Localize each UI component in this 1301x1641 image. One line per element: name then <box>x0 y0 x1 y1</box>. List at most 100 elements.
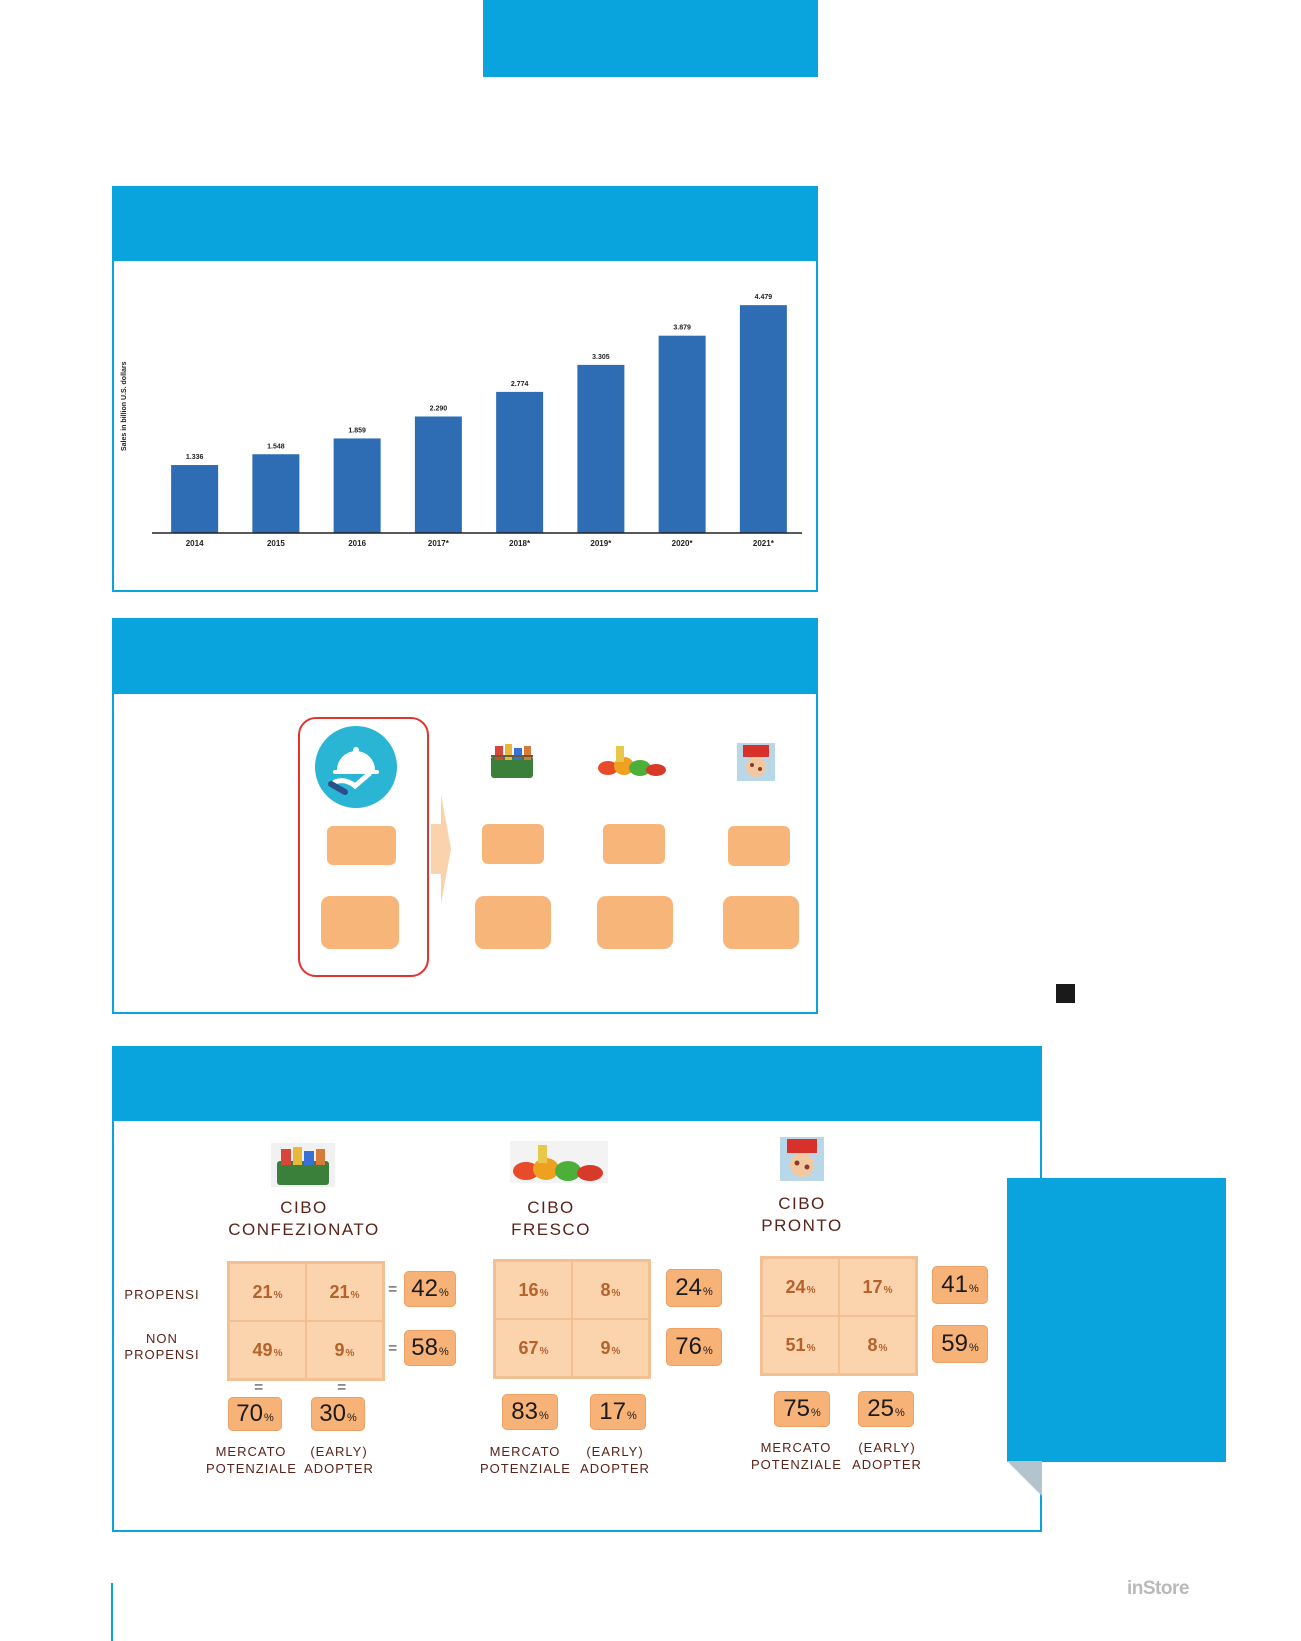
page-margin-rule <box>111 1583 113 1641</box>
col-total-early-adopter: 17 <box>590 1394 646 1430</box>
row-label-non: NON <box>146 1331 178 1346</box>
col-total-early-adopter: 25 <box>858 1391 914 1427</box>
grid-cell: 9 <box>306 1321 383 1379</box>
x-tick-label: 2020* <box>672 539 694 548</box>
col-total-mercato: 70 <box>228 1397 282 1431</box>
flow-box-large <box>723 896 799 949</box>
row-label-propensi-2: PROPENSI <box>124 1347 200 1362</box>
flow-box-small <box>327 826 396 865</box>
x-tick-label: 2018* <box>509 539 531 548</box>
category-title: CIBO CONFEZIONATO <box>214 1197 394 1241</box>
grid-cell: 17 <box>839 1258 916 1316</box>
delivery-panel <box>112 692 818 1014</box>
foot-line: MERCATO <box>489 1444 561 1459</box>
bar-value-label: 3.305 <box>592 354 610 361</box>
ready-meal-icon <box>780 1137 824 1181</box>
ready-meal-icon <box>737 743 775 781</box>
bar-value-label: 1.336 <box>186 454 204 461</box>
row-label-non-propensi: NON PROPENSI <box>122 1331 202 1363</box>
bar <box>739 305 787 533</box>
foot-line: POTENZIALE <box>751 1457 842 1472</box>
bar-value-label: 1.859 <box>348 427 366 434</box>
row-total-propensi: 41 <box>932 1266 988 1304</box>
x-tick-label: 2015 <box>267 539 285 548</box>
foot-line: (EARLY) <box>310 1444 368 1459</box>
foot-line: ADOPTER <box>304 1461 374 1476</box>
sidebar-callout-box <box>1007 1178 1226 1462</box>
row-total-propensi: 42 <box>404 1271 456 1307</box>
y-axis-label: Sales in billion U.S. dollars <box>121 361 128 451</box>
equals-sign: = <box>388 1281 398 1298</box>
grid-cell: 8 <box>839 1316 916 1374</box>
category-title: CIBO PRONTO <box>727 1193 877 1237</box>
label-early-adopter: (EARLY) ADOPTER <box>842 1439 932 1473</box>
category-pronto: CIBO PRONTO 24 17 51 8 41 59 75 25 MERCA… <box>654 1121 988 1534</box>
equals-sign: = <box>337 1379 347 1396</box>
category-title-line1: CIBO <box>527 1198 575 1217</box>
label-mercato-potenziale: MERCATO POTENZIALE <box>206 1443 296 1477</box>
label-mercato-potenziale: MERCATO POTENZIALE <box>751 1439 841 1473</box>
x-tick-label: 2017* <box>428 539 450 548</box>
row-label-propensi: PROPENSI <box>124 1287 200 1302</box>
flow-box-small <box>482 824 544 864</box>
category-title-line1: CIBO <box>280 1198 328 1217</box>
brand-logo: inStore <box>1127 1578 1189 1599</box>
grid-cell: 49 <box>229 1321 306 1379</box>
bar-value-label: 3.879 <box>673 325 691 332</box>
end-mark-square <box>1056 984 1075 1003</box>
food-delivery-cloche-icon <box>315 726 397 808</box>
category-confezionato: CIBO CONFEZIONATO 21 21 49 9 = = 42 58 =… <box>114 1121 456 1534</box>
propensity-grid: 16 8 67 9 <box>493 1259 651 1379</box>
sales-bar-chart: Sales in billion U.S. dollars 1.336 2014 1.… <box>121 294 802 548</box>
bar <box>658 335 706 533</box>
row-total-propensi: 24 <box>666 1269 722 1307</box>
col-total-early-adopter: 30 <box>311 1397 365 1431</box>
label-early-adopter: (EARLY) ADOPTER <box>294 1443 384 1477</box>
bar <box>252 454 300 533</box>
label-mercato-potenziale: MERCATO POTENZIALE <box>480 1443 570 1477</box>
flow-box-large <box>597 896 673 949</box>
flow-box-large <box>321 896 399 949</box>
grid-cell: 21 <box>306 1263 383 1321</box>
category-fresco: CIBO FRESCO 16 8 67 9 24 76 83 17 MERCAT… <box>384 1121 722 1534</box>
bar-value-label: 1.548 <box>267 443 285 450</box>
chart-panel: Sales in billion U.S. dollars 1.336 2014 1.… <box>112 259 818 592</box>
col-total-mercato: 83 <box>502 1394 558 1430</box>
category-title-line2: PRONTO <box>761 1216 843 1235</box>
label-early-adopter: (EARLY) ADOPTER <box>570 1443 660 1477</box>
foot-line: POTENZIALE <box>480 1461 571 1476</box>
category-title: CIBO FRESCO <box>476 1197 626 1241</box>
foot-line: POTENZIALE <box>206 1461 297 1476</box>
bar <box>333 438 381 533</box>
bar <box>414 416 462 533</box>
foot-line: ADOPTER <box>852 1457 922 1472</box>
delivery-panel-header <box>112 618 818 693</box>
propensity-panel: PROPENSI NON PROPENSI CIBO CONFEZIONATO … <box>112 1119 1042 1532</box>
bar-value-label: 4.479 <box>755 294 773 301</box>
foot-line: (EARLY) <box>586 1444 644 1459</box>
row-total-non-propensi: 59 <box>932 1325 988 1363</box>
grid-cell: 9 <box>572 1319 649 1377</box>
grid-cell: 8 <box>572 1261 649 1319</box>
category-title-line2: CONFEZIONATO <box>228 1220 380 1239</box>
foot-line: ADOPTER <box>580 1461 650 1476</box>
propensity-grid: 24 17 51 8 <box>760 1256 918 1376</box>
row-total-non-propensi: 76 <box>666 1328 722 1366</box>
grid-cell: 21 <box>229 1263 306 1321</box>
grid-cell: 16 <box>495 1261 572 1319</box>
fresh-produce-icon <box>510 1141 608 1183</box>
arrow-right-icon <box>431 794 451 904</box>
grid-cell: 24 <box>762 1258 839 1316</box>
grocery-basket-icon <box>271 1143 335 1187</box>
col-total-mercato: 75 <box>774 1391 830 1427</box>
bar-value-label: 2.290 <box>430 406 448 413</box>
row-total-non-propensi: 58 <box>404 1330 456 1366</box>
equals-sign: = <box>254 1379 264 1396</box>
folded-corner <box>1007 1461 1042 1496</box>
bar <box>496 391 544 533</box>
grid-cell: 51 <box>762 1316 839 1374</box>
flow-box-large <box>475 896 551 949</box>
category-title-line2: FRESCO <box>511 1220 591 1239</box>
fresh-produce-icon <box>594 744 670 778</box>
highlight-frame <box>298 717 429 977</box>
